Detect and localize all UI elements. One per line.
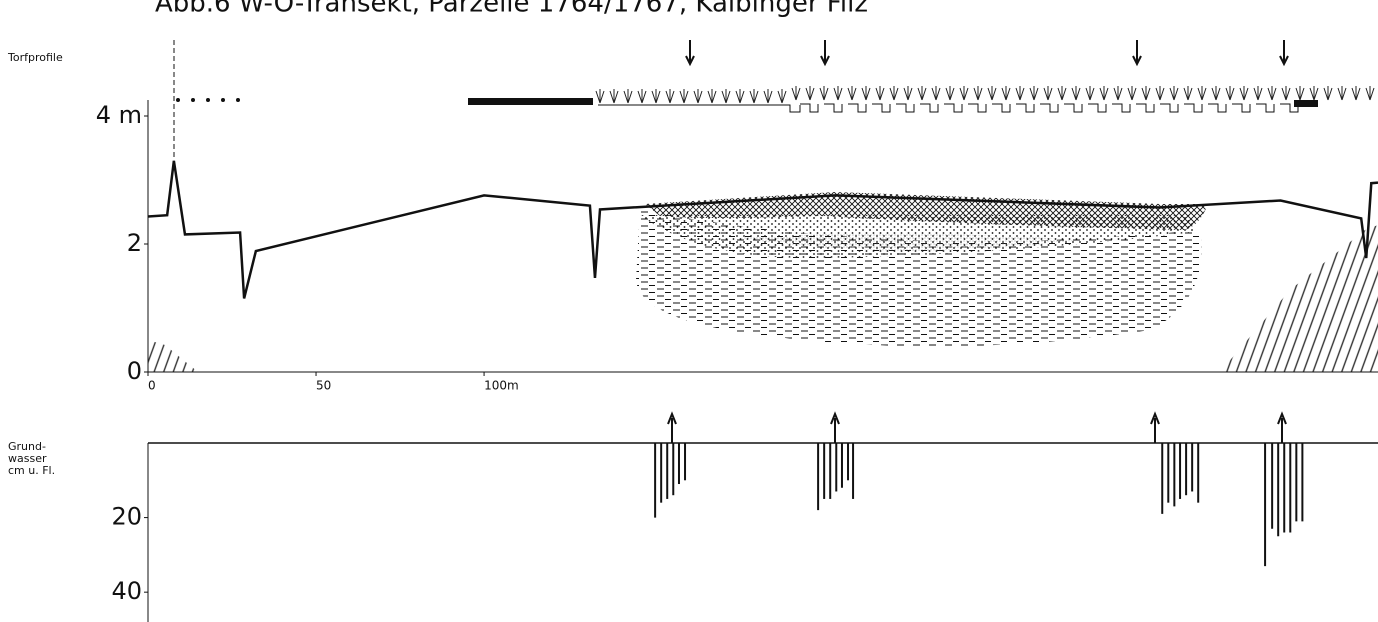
plant: [1002, 86, 1010, 100]
plant: [1352, 86, 1360, 100]
x-tick-label: 0: [148, 379, 156, 393]
arrow-down: [686, 40, 694, 64]
plant: [1170, 86, 1178, 100]
plant: [890, 86, 898, 100]
plant: [1100, 86, 1108, 100]
plant: [806, 86, 814, 100]
plant: [736, 89, 744, 103]
plant: [764, 89, 772, 103]
plant: [1310, 86, 1318, 100]
plant: [1240, 86, 1248, 100]
plant: [778, 89, 786, 103]
plant: [918, 86, 926, 100]
plant: [1254, 86, 1262, 100]
plant: [1086, 86, 1094, 100]
plant: [1044, 86, 1052, 100]
plant: [1142, 86, 1150, 100]
arrow-up: [1278, 414, 1286, 443]
plant: [624, 89, 632, 103]
ditch: [1112, 104, 1130, 112]
ditch: [848, 104, 866, 112]
plant: [974, 86, 982, 100]
plant: [1114, 86, 1122, 100]
plant: [946, 86, 954, 100]
plant: [610, 89, 618, 103]
plant: [1058, 86, 1066, 100]
plant: [820, 86, 828, 100]
arrow-down: [1133, 40, 1141, 64]
ditch: [1136, 104, 1154, 112]
plant: [666, 89, 674, 103]
plant: [904, 86, 912, 100]
ditch: [944, 104, 962, 112]
plant: [1338, 86, 1346, 100]
plant: [1072, 86, 1080, 100]
ditch: [968, 104, 986, 112]
plant: [638, 89, 646, 103]
x-tick-label: 50: [316, 379, 331, 393]
plant: [862, 86, 870, 100]
ditch: [920, 104, 938, 112]
ditch: [1256, 104, 1274, 112]
plant: [1030, 86, 1038, 100]
ditch: [872, 104, 890, 112]
plant: [1296, 86, 1304, 100]
y-tick-label: 20: [111, 503, 142, 531]
plant: [876, 86, 884, 100]
page: Abb.6 W-O-Transekt, Parzelle 1764/1767, …: [0, 0, 1378, 622]
plant: [1198, 86, 1206, 100]
plant: [1156, 86, 1164, 100]
y-label: Torfprofile: [7, 51, 63, 64]
ditch: [992, 104, 1010, 112]
plant: [596, 89, 604, 103]
ditch: [1064, 104, 1082, 112]
plant: [1268, 86, 1276, 100]
plant: [1212, 86, 1220, 100]
y-tick-label: 2: [127, 229, 142, 257]
plant: [932, 86, 940, 100]
plant: [1016, 86, 1024, 100]
x-tick-label: 100m: [484, 379, 519, 393]
y-tick-label: 4 m: [96, 101, 142, 129]
ditch: [1208, 104, 1226, 112]
plant: [1282, 86, 1290, 100]
ditch: [1040, 104, 1058, 112]
arrow-up: [1151, 414, 1159, 443]
y-label: cm u. Fl.: [8, 464, 55, 477]
plant: [1128, 86, 1136, 100]
ditch: [1160, 104, 1178, 112]
plant: [750, 89, 758, 103]
plant: [960, 86, 968, 100]
ditch: [1016, 104, 1034, 112]
plant: [834, 86, 842, 100]
plant: [708, 89, 716, 103]
y-tick-label: 0: [127, 357, 142, 385]
ditch: [896, 104, 914, 112]
arrow-up: [668, 414, 676, 443]
plant: [988, 86, 996, 100]
plant: [652, 89, 660, 103]
plant: [694, 89, 702, 103]
ditch: [1232, 104, 1250, 112]
plant: [1184, 86, 1192, 100]
plant: [792, 86, 800, 100]
y-tick-label: 40: [111, 577, 142, 605]
vegetation: [596, 86, 1374, 112]
arrow-up: [831, 414, 839, 443]
title: Abb.6 W-O-Transekt, Parzelle 1764/1767, …: [155, 0, 868, 19]
plant: [1366, 86, 1374, 100]
plant: [680, 89, 688, 103]
ditch: [1184, 104, 1202, 112]
figure: Abb.6 W-O-Transekt, Parzelle 1764/1767, …: [0, 0, 1378, 622]
plant: [848, 86, 856, 100]
ditch: [800, 104, 818, 112]
plant: [722, 89, 730, 103]
arrow-down: [1280, 40, 1288, 64]
plant: [1226, 86, 1234, 100]
ditch: [824, 104, 842, 112]
ditch: [1088, 104, 1106, 112]
plant: [1324, 86, 1332, 100]
arrow-down: [821, 40, 829, 64]
